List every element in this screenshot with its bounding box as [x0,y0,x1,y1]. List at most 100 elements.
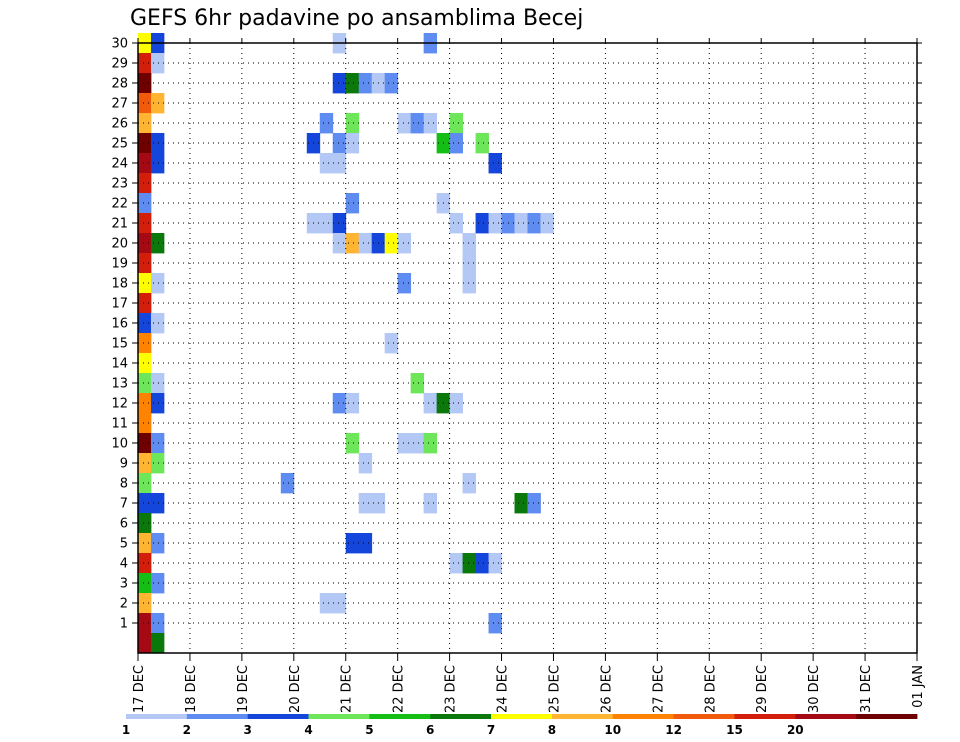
heatmap-cell [138,93,152,114]
y-tick-label: 16 [111,317,128,332]
legend-label: 12 [665,723,682,737]
x-tick-label: 18 DEC [184,665,199,713]
x-tick-label: 21 DEC [340,665,355,713]
y-tick-label: 17 [111,297,128,312]
y-tick-label: 20 [111,237,128,252]
heatmap-cell [138,53,152,74]
heatmap-cell [449,553,463,574]
heatmap-cell [345,433,360,454]
heatmap-cell [449,133,463,154]
x-tick-label: 24 DEC [496,665,511,713]
heatmap-cell [138,393,152,414]
heatmap-cell [138,173,152,194]
x-tick-label: 01 JAN [911,665,926,708]
y-tick-label: 6 [120,517,128,532]
legend-swatch [673,714,735,719]
heatmap-cell [527,213,541,234]
heatmap-cell [449,393,463,414]
x-tick-label: 22 DEC [392,665,407,713]
y-tick-label: 24 [111,157,128,172]
heatmap-cell [138,293,152,314]
heatmap-cell [138,493,152,514]
heatmap-cell [475,553,489,574]
heatmap-cell [488,213,502,234]
y-tick-label: 13 [111,377,128,392]
heatmap-cell [358,533,373,554]
heatmap-cell [345,533,360,554]
x-tick-label: 29 DEC [755,665,770,713]
legend-swatch [612,714,675,719]
heatmap-cell [150,53,165,74]
heatmap-cell [150,133,165,154]
heatmap-cell [397,113,412,134]
y-tick-label: 3 [120,577,128,592]
legend-label: 15 [726,723,743,737]
legend-swatch [795,714,857,719]
heatmap-cell [319,593,334,614]
heatmap-cell [462,273,476,294]
heatmap-cell [138,193,152,214]
y-tick-label: 4 [120,557,128,572]
heatmap-cell [384,333,399,354]
x-tick-label: 25 DEC [547,665,562,713]
legend-swatch [186,714,249,719]
y-tick-label: 8 [120,477,128,492]
x-tick-label: 20 DEC [288,665,303,713]
heatmap-cell [332,133,347,154]
heatmap-cell [319,213,334,234]
heatmap-cell [138,153,152,174]
heatmap-cell [138,633,152,654]
heatmap-cell [410,373,425,394]
heatmap-cell [319,153,334,174]
legend-swatch [247,714,309,719]
legend-label: 6 [426,723,434,737]
heatmap-cell [423,433,438,454]
x-tick-label: 27 DEC [651,665,666,713]
legend-label: 3 [244,723,252,737]
y-tick-label: 23 [111,177,128,192]
heatmap-cell [150,613,165,634]
heatmap-cell [527,493,541,514]
heatmap-cell [358,233,373,254]
heatmap-cell [138,473,152,494]
x-tick-label: 30 DEC [807,665,822,713]
legend-label: 2 [183,723,191,737]
heatmap-cell [332,213,347,234]
legend-label: 10 [604,723,621,737]
heatmap-cell [449,213,463,234]
heatmap-cell [423,113,438,134]
x-tick-label: 17 DEC [132,665,147,713]
legend-label: 1 [122,723,130,737]
y-tick-label: 25 [111,137,128,152]
y-tick-label: 28 [111,77,128,92]
x-tick-label: 19 DEC [236,665,251,713]
y-tick-label: 26 [111,117,128,132]
heatmap-cell [138,253,152,274]
heatmap-cell [449,113,463,134]
heatmap-cell [280,473,295,494]
heatmap-cell [332,593,347,614]
heatmap-cell [488,613,502,634]
heatmap-cell [358,453,373,474]
heatmap-cell [150,93,165,114]
y-tick-label: 10 [111,437,128,452]
chart-title: GEFS 6hr padavine po ansamblima Becej [130,6,584,31]
x-tick-label: 26 DEC [599,665,614,713]
heatmap-cell [138,413,152,434]
legend-swatch [308,714,370,719]
heatmap-cell [384,233,399,254]
x-tick-label: 31 DEC [859,665,874,713]
heatmap-cell [138,553,152,574]
heatmap-cell [488,153,502,174]
legend-swatch [856,714,918,719]
heatmap-cell [150,273,165,294]
heatmap-cell [150,313,165,334]
y-tick-label: 7 [120,497,128,512]
heatmap-cell [138,513,152,534]
heatmap-cell [345,393,360,414]
heatmap-cell [475,213,489,234]
heatmap-cell [332,73,347,94]
legend-swatch [734,714,796,719]
heatmap-cell [138,113,152,134]
